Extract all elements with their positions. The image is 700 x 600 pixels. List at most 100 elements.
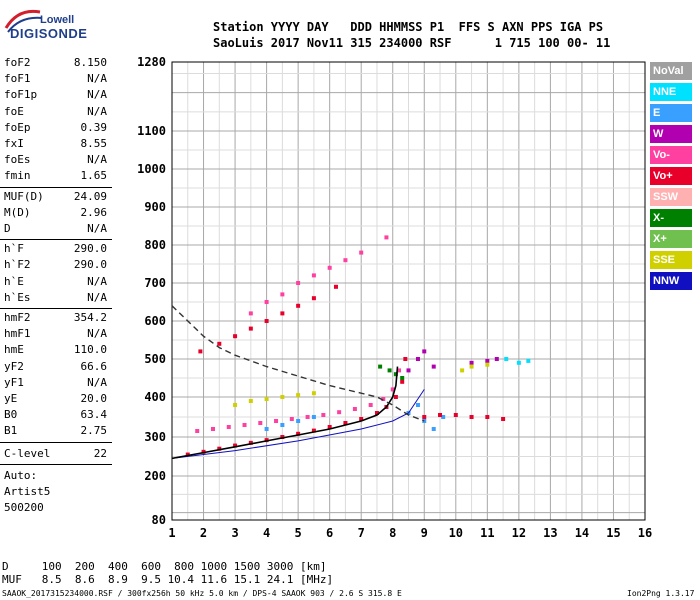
data-point [311,415,316,419]
data-point [233,403,238,407]
data-point [453,413,458,417]
y-tick-label: 200 [144,469,166,483]
param-value: 290.0 [73,258,107,272]
y-tick-label: 1000 [137,162,166,176]
parameter-panel: foF2 8.150 foF1 N/A foF1p N/A foE N/A foEp 0.39 fx… [0,0,115,540]
data-point [485,415,490,419]
legend-item-x-: X+ [650,230,692,248]
data-point [431,427,436,431]
data-point [516,360,521,365]
x-tick-label: 16 [638,526,652,540]
param-label: h`E [4,274,24,288]
data-point [415,403,420,407]
param-label: hmF2 [4,311,31,324]
data-point [248,399,253,403]
param-value: 354.2 [73,311,107,324]
x-tick-label: 6 [326,526,333,540]
y-tick-label: 400 [144,390,166,404]
param-value: 2.96 [80,205,108,219]
param-value: 20.0 [80,392,108,405]
legend-item-ssw: SSW [650,188,692,206]
x-tick-label: 13 [543,526,557,540]
data-point [359,417,364,421]
data-point [198,349,203,354]
y-tick-label: 1100 [137,124,166,138]
data-point [311,273,316,278]
legend-item-x-: X- [650,209,692,227]
y-tick-label: 700 [144,276,166,290]
x-tick-label: 12 [512,526,526,540]
param-value: 24.09 [73,189,107,203]
clevel-label: C-level [4,446,51,460]
param-value: 290.0 [73,242,107,256]
legend-item-nnw: NNW [650,272,692,290]
data-point [378,364,383,369]
data-point [526,358,531,363]
data-point [233,334,238,339]
x-tick-label: 7 [358,526,365,540]
y-tick-label: 500 [144,352,166,366]
param-label: MUF(D) [4,189,44,203]
data-point [248,440,253,445]
legend-item-nne: NNE [650,83,692,101]
panel-separator [0,308,112,309]
data-point [280,292,285,297]
data-point [210,427,215,431]
data-point [280,423,285,427]
param-label: foEp [4,120,31,134]
x-tick-label: 11 [480,526,494,540]
data-point [485,362,490,367]
data-point [504,357,509,361]
data-point [264,397,269,401]
y-tick-label: 800 [144,238,166,252]
data-point [311,391,316,396]
x-tick-label: 5 [295,526,302,540]
param-label: fxI [4,137,24,150]
x-tick-label: 2 [200,526,207,540]
data-point [305,415,310,419]
data-point [337,410,342,415]
digisonde-logo-icon [4,9,43,33]
param-label: foEs [4,153,31,167]
data-point [494,357,499,361]
data-point [242,423,247,427]
param-label: B0 [4,408,18,422]
param-label: foF1p [4,88,38,102]
data-point [403,357,408,361]
y-tick-label: 300 [144,430,166,444]
data-point [381,397,386,401]
param-value: 8.55 [80,137,108,150]
data-point [327,425,332,429]
param-value: 66.6 [80,359,108,373]
data-point [422,349,427,354]
data-point [264,427,269,431]
footer-version: Ion2Png 1.3.17 [627,589,695,598]
param-label: yE [4,392,18,405]
data-point [469,415,474,419]
y-tick-label: 900 [144,200,166,214]
x-tick-label: 9 [421,526,428,540]
data-point [368,403,373,407]
data-point [296,419,301,423]
x-tick-label: 10 [449,526,463,540]
header-row-labels: Station YYYY DAY DDD HHMMSS P1 FFS S AXN… [213,20,604,34]
param-value: 2.75 [80,424,108,438]
legend-item-e: E [650,104,692,122]
data-point [374,411,379,415]
x-tick-label: 8 [389,526,396,540]
param-label: foE [4,104,24,118]
param-value: N/A [87,88,107,102]
panel-separator [0,239,112,241]
panel-separator [0,441,112,443]
clevel-value: 22 [93,446,107,460]
param-value: N/A [87,222,107,235]
footer-distance-row: D 100 200 400 600 800 1000 1500 3000 [km… [2,560,327,573]
data-point [248,311,253,316]
data-point [233,443,238,448]
scaling-line1: Auto: [4,468,38,482]
param-label: h`Es [4,290,31,304]
y-tick-label: 1280 [137,55,166,69]
data-point [397,368,402,373]
y-tick-label: 600 [144,314,166,328]
data-point [217,446,222,451]
